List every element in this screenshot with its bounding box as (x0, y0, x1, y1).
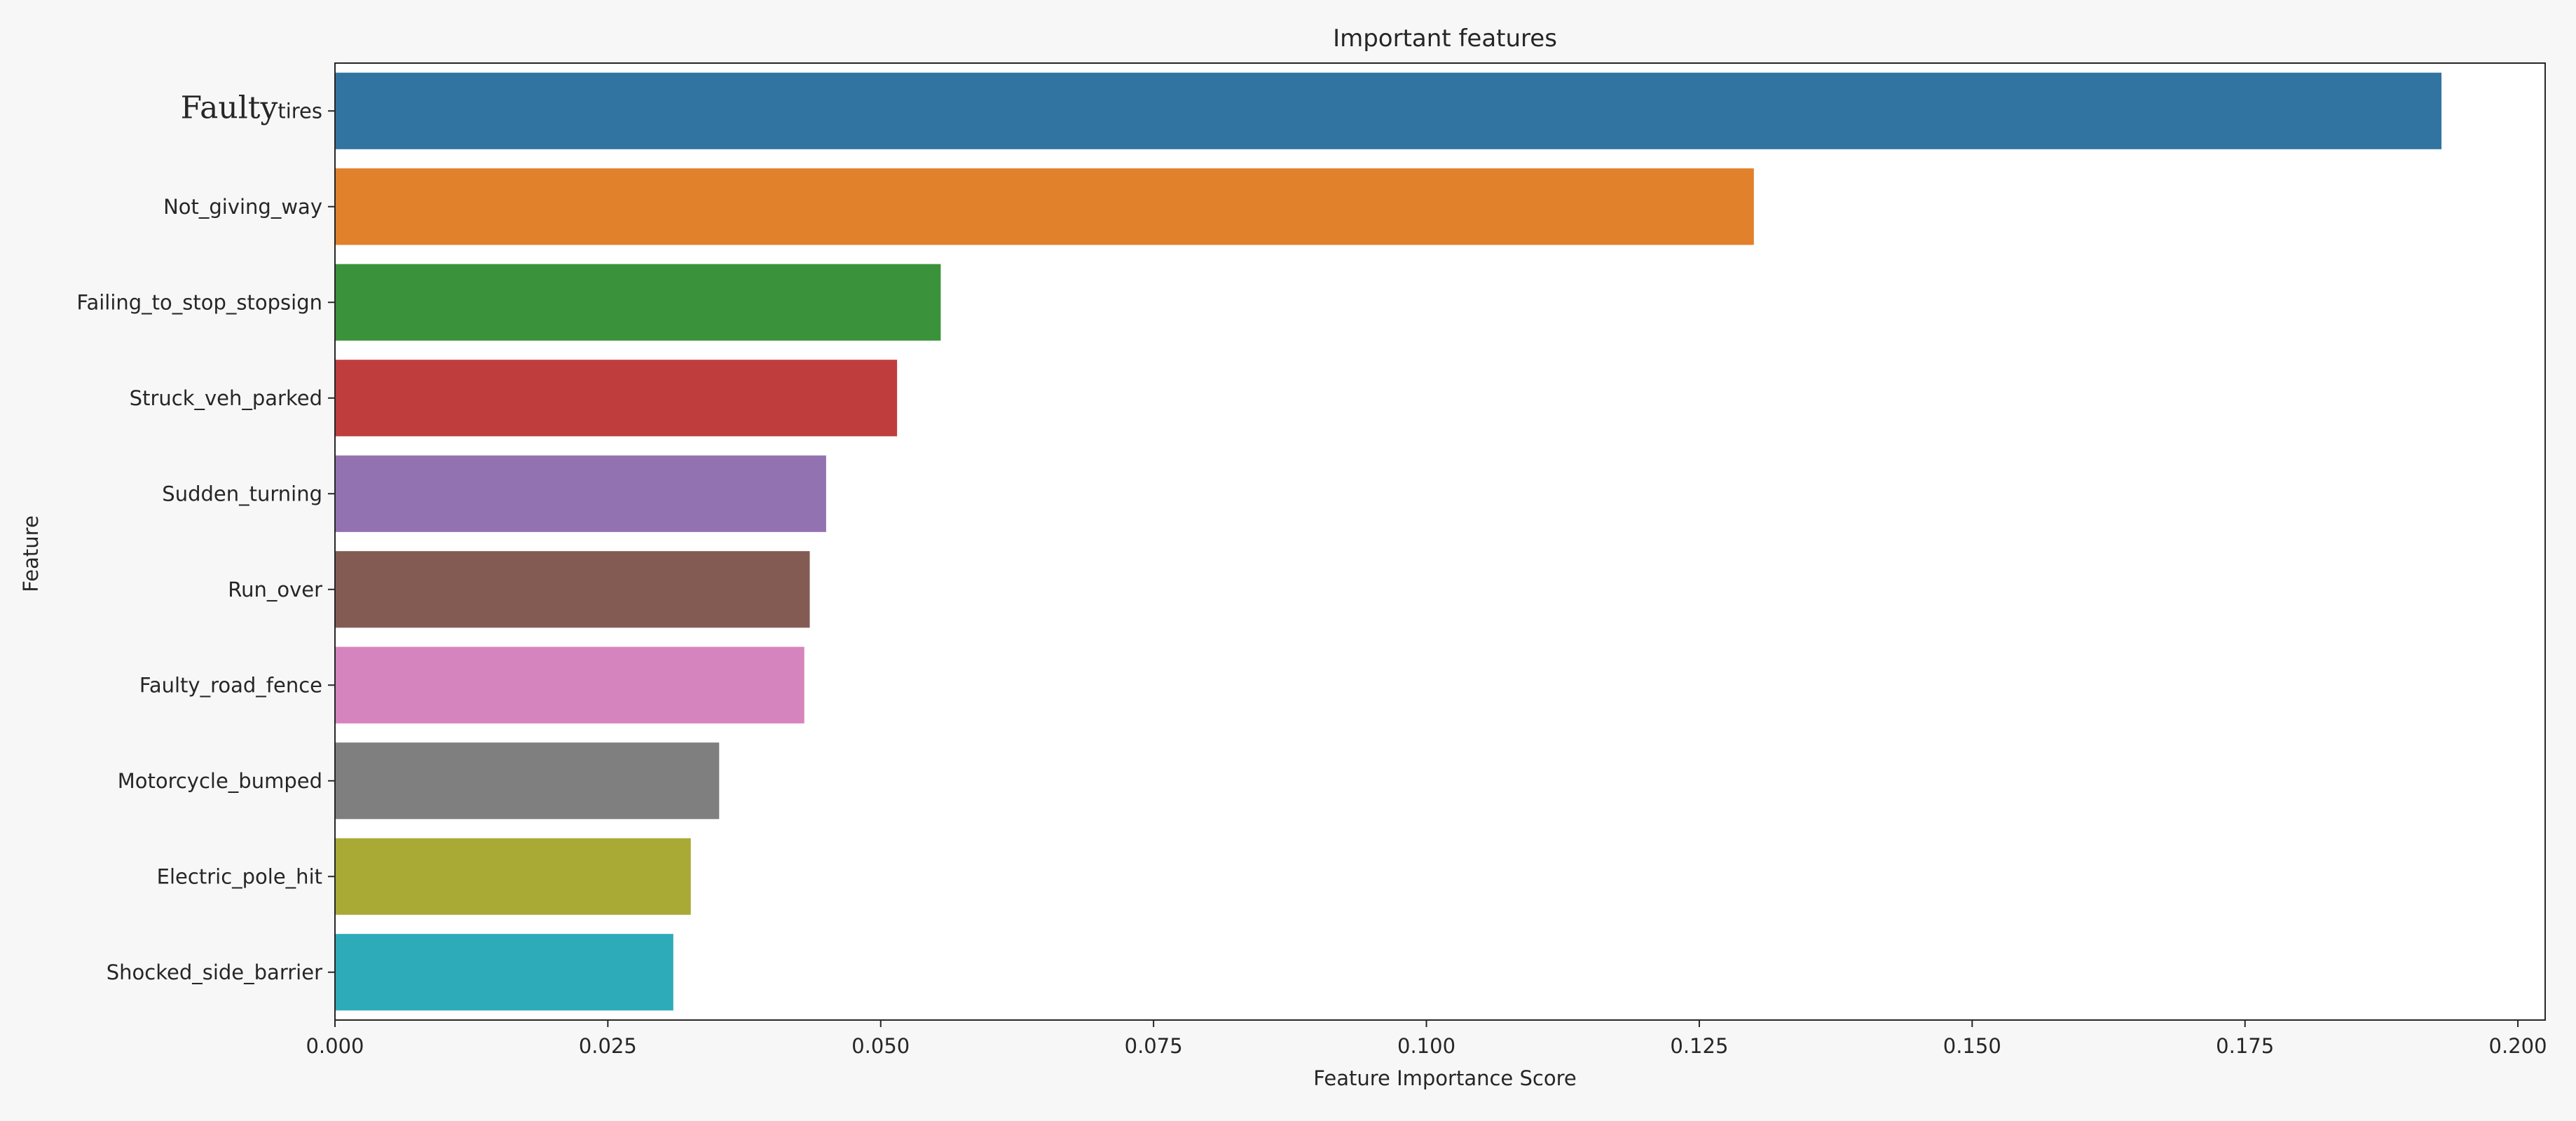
x-tick-label: 0.100 (1397, 1034, 1455, 1058)
x-tick-label: 0.175 (2216, 1034, 2274, 1058)
x-tick-label: 0.050 (851, 1034, 910, 1058)
x-tick-label: 0.125 (1670, 1034, 1728, 1058)
bar-electric-pole-hit (335, 838, 691, 915)
x-axis-label: Feature Importance Score (1313, 1066, 1576, 1090)
chart-title: Important features (1333, 25, 1557, 53)
y-tick-label: Struck_veh_parked (130, 386, 322, 410)
x-tick-label: 0.150 (1943, 1034, 2001, 1058)
y-tick-label: Shocked_side_barrier (107, 960, 322, 984)
y-tick-label: Faultytires (181, 90, 322, 125)
y-axis-label: Feature (19, 515, 43, 592)
x-tick-label: 0.075 (1125, 1034, 1183, 1058)
x-tick-label: 0.200 (2489, 1034, 2547, 1058)
plot-frame (334, 62, 2546, 1021)
y-tick-label: Not_giving_way (163, 195, 322, 219)
y-tick-label: Electric_pole_hit (157, 864, 322, 888)
y-tick-label: Motorcycle_bumped (118, 769, 322, 793)
plot-area: Faultytires Not_giving_way Failing_to_stop… (76, 62, 2547, 1058)
bar-faulty-road-fence (335, 646, 804, 723)
bar-not-giving-way (335, 168, 1754, 245)
x-tick-label: 0.025 (579, 1034, 637, 1058)
bar-failing-to-stop-stopsign (335, 264, 941, 341)
bar-faulty-tires (335, 72, 2442, 149)
bar-sudden-turning (335, 455, 826, 532)
bar-motorcycle-bumped (335, 742, 720, 820)
bar-shocked-side-barrier (335, 934, 673, 1011)
bar-struck-veh-parked (335, 360, 898, 437)
y-tick-label: Failing_to_stop_stopsign (76, 290, 322, 314)
bar-run-over (335, 551, 810, 628)
y-tick-label: Run_over (228, 578, 322, 602)
y-tick-label: Sudden_turning (162, 482, 322, 505)
y-tick-label: Faulty_road_fence (139, 673, 322, 697)
x-tick-label: 0.000 (306, 1034, 364, 1058)
